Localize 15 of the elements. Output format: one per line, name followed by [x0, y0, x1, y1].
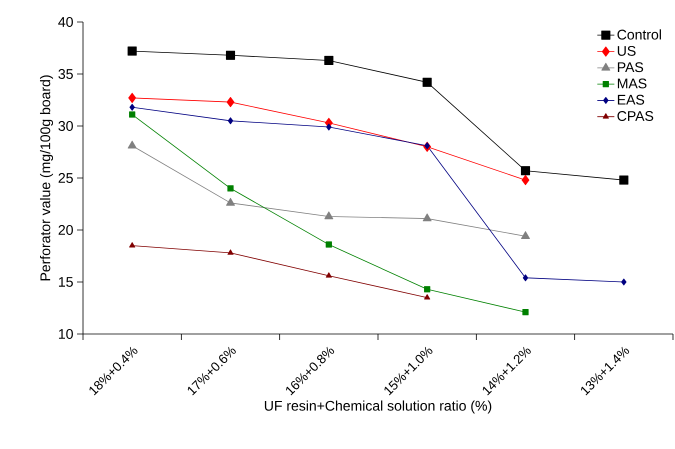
x-axis-title: UF resin+Chemical solution ratio (%) [264, 400, 492, 414]
y-axis-title: Perforator value (mg/100g board) [40, 75, 54, 280]
legend-label: Control [617, 29, 661, 40]
legend-label: PAS [618, 62, 644, 72]
legend-label: MAS [618, 78, 646, 88]
legend-label: US [618, 46, 636, 56]
y-tick-label: 25 [58, 173, 73, 183]
legend-label: EAS [618, 94, 644, 105]
legend-label: CPAS [617, 111, 654, 121]
y-tick-label: 40 [58, 17, 73, 27]
y-tick-label: 15 [58, 277, 73, 287]
y-tick-label: 30 [58, 121, 73, 131]
y-tick-label: 20 [58, 225, 73, 235]
y-tick-label: 10 [58, 329, 73, 339]
y-tick-label: 35 [58, 69, 73, 79]
